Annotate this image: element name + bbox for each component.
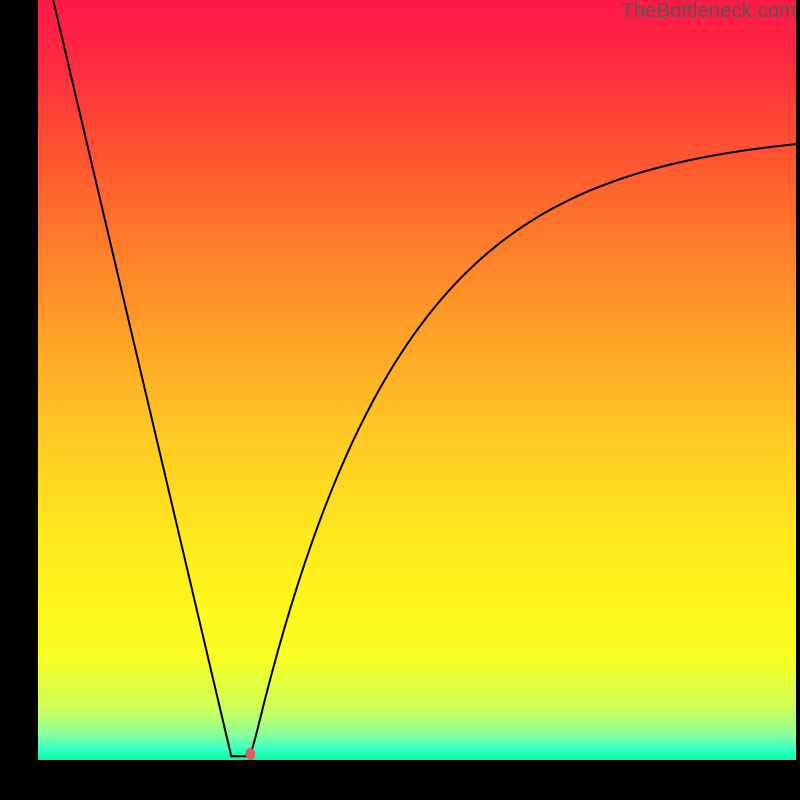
watermark-text: TheBottleneck.com [621,0,796,23]
chart-frame [38,0,796,760]
bottleneck-chart [38,0,796,760]
optimal-point-marker [245,748,255,760]
chart-background [38,0,796,760]
